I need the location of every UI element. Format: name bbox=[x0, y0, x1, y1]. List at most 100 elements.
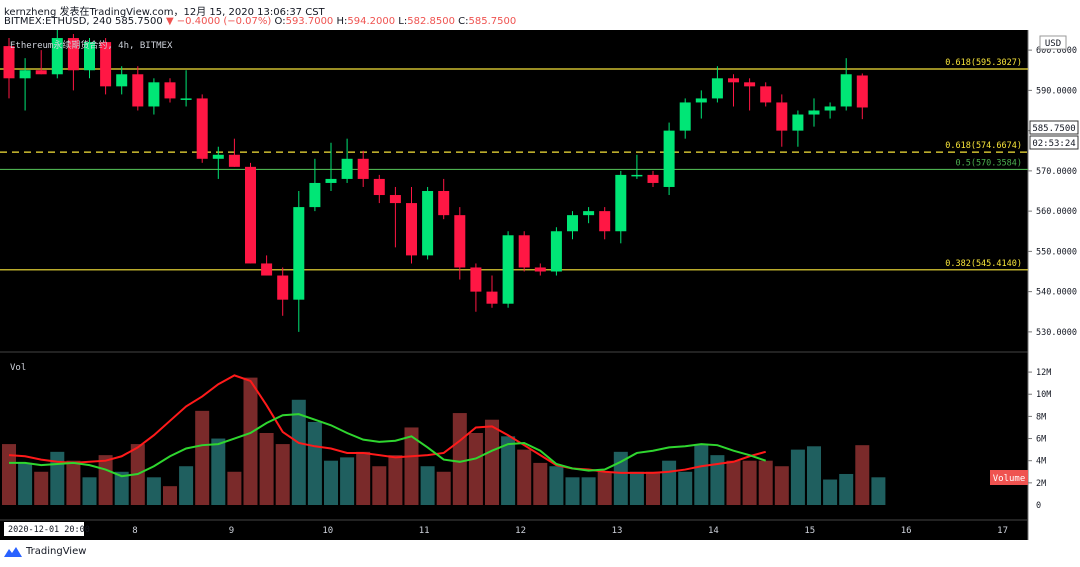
open-value: 593.7000 bbox=[285, 16, 334, 27]
volume-bar bbox=[742, 460, 757, 505]
price-axis-area[interactable] bbox=[1028, 30, 1080, 540]
legend-title: Ethereum永续期货合约, 4h, BITMEX bbox=[10, 39, 173, 51]
time-tick-label: 17 bbox=[997, 526, 1008, 536]
candle-body bbox=[663, 130, 675, 187]
candle-body bbox=[695, 98, 707, 103]
candle-body bbox=[438, 191, 450, 216]
candle-body bbox=[454, 215, 466, 268]
volume-bar bbox=[726, 460, 741, 505]
currency-button[interactable] bbox=[1039, 35, 1067, 50]
volume-bar bbox=[420, 466, 435, 505]
volume-bar bbox=[533, 462, 548, 505]
volume-bar bbox=[485, 419, 499, 505]
volume-bar bbox=[388, 455, 403, 505]
volume-bar bbox=[758, 460, 773, 505]
volume-bar bbox=[307, 421, 322, 505]
volume-bar bbox=[2, 444, 16, 505]
candle-body bbox=[792, 114, 804, 131]
volume-bar bbox=[613, 451, 628, 505]
candle-body bbox=[679, 102, 691, 131]
candle-body bbox=[164, 82, 176, 99]
candle-body bbox=[84, 42, 95, 71]
volume-series bbox=[2, 377, 886, 505]
countdown-badge bbox=[1029, 135, 1079, 150]
volume-bar bbox=[82, 477, 97, 505]
candle-body bbox=[422, 191, 434, 256]
candle-body bbox=[67, 38, 79, 71]
candle-body bbox=[341, 158, 353, 179]
volume-axis: 2M 4M 6M 8M 10M 12M 0 bbox=[1028, 368, 1051, 511]
volume-bar bbox=[340, 457, 355, 505]
candle-body bbox=[615, 174, 627, 232]
candle-body bbox=[808, 110, 820, 115]
footer: TradingView bbox=[4, 546, 86, 557]
candle-body bbox=[647, 174, 659, 183]
candle-body bbox=[760, 86, 772, 103]
candle-body bbox=[567, 215, 578, 232]
volume-bar bbox=[195, 410, 210, 505]
time-tick-label: 10 bbox=[322, 526, 333, 536]
candle-body bbox=[406, 203, 417, 256]
low-label: L: bbox=[398, 16, 408, 27]
volume-bar bbox=[501, 436, 516, 505]
last-price-badge-text: 585.7500 bbox=[1032, 124, 1075, 134]
candle-body bbox=[293, 207, 305, 300]
fib-label: 0.618(595.3027) bbox=[945, 58, 1022, 68]
candle-body bbox=[486, 291, 498, 304]
volume-bar bbox=[790, 449, 805, 505]
volume-bar bbox=[871, 477, 886, 505]
price-tick-label: 590.0000 bbox=[1036, 86, 1077, 96]
volume-bar bbox=[646, 471, 660, 505]
candle-body bbox=[502, 235, 514, 304]
volume-tick-label: 6M bbox=[1036, 435, 1046, 445]
volume-badge-text: Volume bbox=[993, 474, 1026, 484]
time-tick-label: 15 bbox=[804, 526, 815, 536]
price-tick-label: 540.0000 bbox=[1036, 288, 1077, 298]
ohlc-header: BITMEX:ETHUSD, 240 585.7500 ▼ −0.4000 (−… bbox=[4, 16, 516, 27]
low-value: 582.8500 bbox=[407, 16, 455, 27]
candle-body bbox=[277, 275, 289, 300]
volume-bar bbox=[227, 471, 242, 505]
volume-bar bbox=[243, 377, 258, 505]
candle-body bbox=[583, 211, 595, 216]
volume-badge bbox=[990, 470, 1028, 485]
volume-bar bbox=[597, 471, 612, 505]
candle-body bbox=[856, 75, 868, 108]
candle-body bbox=[245, 166, 256, 264]
trading-chart[interactable]: 0.618(595.3027) 0.618(574.6674) 0.5(570.35… bbox=[0, 30, 1080, 542]
volume-bar bbox=[581, 477, 596, 505]
volume-bar bbox=[98, 455, 113, 505]
volume-bar bbox=[452, 413, 467, 505]
volume-bar bbox=[549, 466, 564, 505]
volume-bar bbox=[662, 460, 677, 505]
volume-ma-red-line bbox=[8, 374, 766, 474]
volume-ma-lines bbox=[8, 374, 767, 478]
close-value: 585.7500 bbox=[468, 16, 517, 27]
candle-body bbox=[550, 231, 562, 272]
volume-tick-label: 4M bbox=[1036, 457, 1046, 467]
candle-body bbox=[35, 70, 47, 75]
author-name: kernzheng bbox=[4, 7, 57, 18]
volume-bar bbox=[565, 477, 580, 505]
time-tick-label: 14 bbox=[708, 526, 719, 536]
volume-bar bbox=[114, 471, 129, 505]
candle-body bbox=[357, 158, 369, 179]
volume-bar bbox=[179, 466, 194, 505]
volume-bar bbox=[774, 466, 789, 505]
candle-body bbox=[148, 82, 160, 107]
volume-bar bbox=[34, 471, 49, 505]
high-label: H: bbox=[336, 16, 348, 27]
fib-label: 0.618(574.6674) bbox=[945, 141, 1022, 151]
footer-brand: TradingView bbox=[26, 546, 87, 557]
volume-bar bbox=[629, 471, 644, 505]
fib-levels: 0.618(595.3027) 0.618(574.6674) 0.5(570.35… bbox=[0, 58, 1028, 271]
date-badge bbox=[4, 522, 84, 536]
candle-body bbox=[711, 78, 723, 99]
candle-body bbox=[100, 42, 112, 87]
fib-label: 0.382(545.4140) bbox=[945, 259, 1022, 269]
date-badge-text: 2020-12-01 20:00 bbox=[8, 525, 90, 535]
volume-bar bbox=[324, 460, 338, 505]
volume-tick-label: 2M bbox=[1036, 479, 1046, 489]
high-value: 594.2000 bbox=[347, 16, 396, 27]
fib-label: 0.5(570.3584) bbox=[955, 158, 1022, 168]
